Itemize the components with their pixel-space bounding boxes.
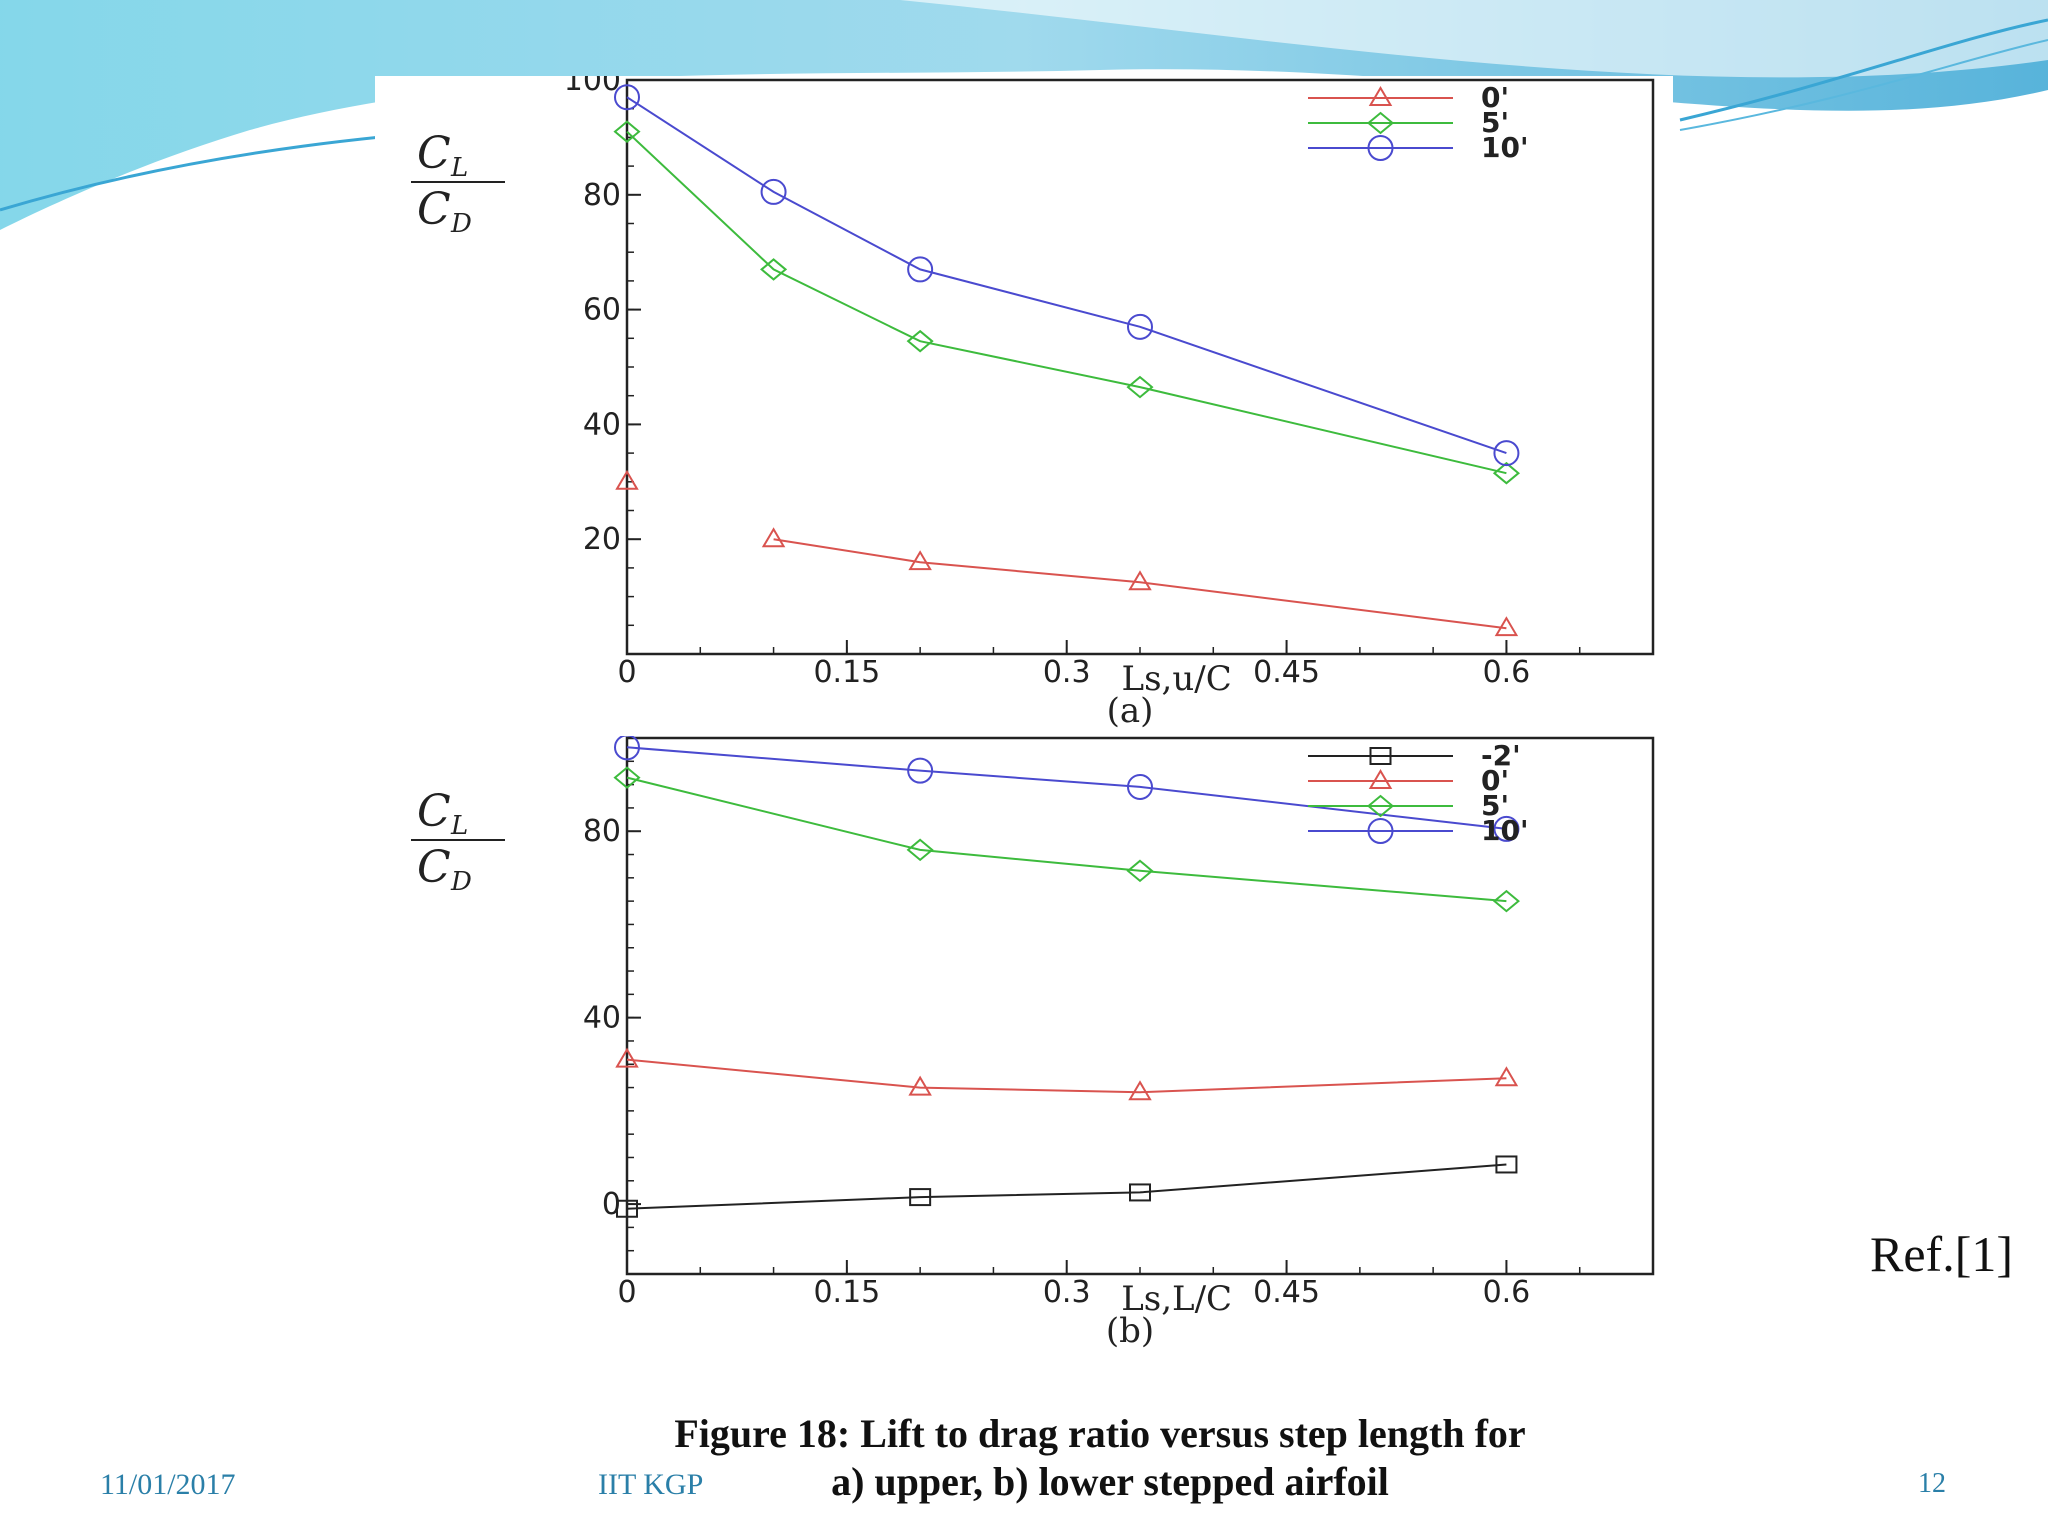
series-line: [626, 130, 1507, 475]
x-tick-label: 0: [617, 655, 636, 690]
series-line: [626, 1163, 1507, 1210]
y-tick-label: 40: [583, 407, 621, 442]
x-tick-label: 0.15: [813, 655, 880, 690]
x-tick-label: 0.3: [1043, 1275, 1091, 1310]
x-axis-label: Ls,L/C: [1121, 1279, 1232, 1319]
x-tick-label: 0.6: [1483, 655, 1531, 690]
data-point-marker: [908, 1075, 932, 1096]
data-point-marker: [907, 757, 934, 784]
legend-entry: 0': [1481, 764, 1509, 797]
legend-swatch-marker: [1368, 769, 1393, 789]
series-line: [626, 96, 1507, 455]
series-line: [626, 1058, 1507, 1094]
data-point-marker: [1494, 616, 1519, 637]
chart-upper-step: 0 0.15 0.3 0.45 0.6 20 40 60 80 100 0'5'10' Ls,u/C(…: [411, 76, 1655, 731]
figure-caption-line2: a) upper, b) lower stepped airfoil: [831, 1459, 1389, 1504]
data-point-marker: [760, 178, 787, 205]
legend-swatch-marker: [1369, 747, 1392, 765]
data-point-marker: [1127, 773, 1153, 800]
header-wave-banner: [0, 0, 2048, 230]
data-point-marker: [1492, 461, 1520, 485]
footer-date: 11/01/2017: [100, 1468, 236, 1501]
ylabel-cl-sub-0: L: [450, 153, 468, 183]
data-point-marker: [1492, 889, 1520, 913]
legend-swatch-marker: [1368, 86, 1393, 106]
ylabel-cd-sub-0: D: [450, 209, 472, 239]
x-axis-label: Ls,u/C: [1122, 659, 1232, 699]
data-point-marker: [906, 838, 934, 862]
ylabel-cd-1: C: [417, 842, 451, 893]
legend-swatch-marker: [1367, 135, 1394, 161]
data-point-marker: [615, 469, 639, 490]
series-line: [626, 776, 1507, 903]
data-point-marker: [616, 1199, 638, 1218]
data-point-marker: [1493, 440, 1520, 467]
data-point-marker: [613, 766, 641, 789]
data-point-marker: [908, 550, 932, 571]
legend-entry: -2': [1481, 739, 1521, 772]
data-point-marker: [1126, 375, 1154, 399]
x-tick-label: 0.6: [1483, 1275, 1531, 1310]
legend-entry: 10': [1481, 131, 1529, 164]
slide-number: 12: [1918, 1468, 1946, 1499]
y-tick-label: 40: [583, 1001, 621, 1036]
data-point-marker: [1494, 1066, 1519, 1087]
y-tick-label: 20: [583, 522, 621, 557]
x-tick-label: 0.3: [1043, 655, 1091, 690]
data-point-marker: [1127, 313, 1153, 340]
chart-lower-step: 0 0.15 0.3 0.45 0.604080-2'0'5'10'Ls,L/C(b)C…: [411, 736, 1655, 1351]
data-point-marker: [614, 736, 640, 761]
panel-label: (a): [1107, 691, 1154, 731]
legend-entry: 0': [1481, 81, 1509, 114]
data-point-marker: [614, 84, 640, 111]
ylabel-cl-0: C: [417, 128, 451, 179]
data-point-marker: [909, 1188, 932, 1207]
reference-label: Ref.[1]: [1870, 1226, 2013, 1282]
legend-swatch-marker: [1366, 794, 1395, 818]
plot-frame: [625, 78, 1655, 656]
ylabel-cd-0: C: [417, 184, 451, 235]
x-tick-label: 0.45: [1253, 655, 1320, 690]
y-tick-label: 60: [583, 293, 621, 328]
ylabel-cl-1: C: [417, 786, 451, 837]
footer-organization: IIT KGP: [598, 1468, 704, 1501]
data-point-marker: [613, 120, 641, 143]
legend-swatch-marker: [1366, 111, 1395, 135]
legend-entry: 5': [1481, 106, 1509, 139]
data-point-marker: [761, 527, 786, 548]
x-tick-label: 0: [617, 1275, 636, 1310]
data-point-marker: [1128, 570, 1152, 591]
y-tick-label: 100: [564, 76, 621, 98]
y-tick-label: 80: [583, 814, 621, 849]
x-tick-label: 0.45: [1253, 1275, 1320, 1310]
ylabel-cl-sub-1: L: [450, 811, 468, 841]
legend-entry: 5': [1481, 789, 1509, 822]
panel-label: (b): [1106, 1311, 1154, 1351]
series-line: [773, 538, 1507, 630]
figure-panel: 0 0.15 0.3 0.45 0.6 20 40 60 80 100 0' 5' 10' Ls,u/C(…: [375, 76, 1673, 1400]
data-point-marker: [760, 258, 788, 281]
data-point-marker: [1126, 859, 1154, 883]
figure-caption-line1: Figure 18: Lift to drag ratio versus ste…: [674, 1411, 1526, 1456]
data-point-marker: [1129, 1183, 1151, 1202]
legend-swatch-marker: [1367, 818, 1394, 844]
ylabel-cd-sub-1: D: [450, 867, 472, 897]
x-tick-label: 0.15: [813, 1275, 880, 1310]
series-line: [626, 746, 1507, 830]
data-point-marker: [1493, 815, 1520, 842]
legend-entry: 10': [1481, 814, 1529, 847]
data-point-marker: [1128, 1080, 1152, 1101]
data-point-marker: [906, 329, 934, 353]
data-point-marker: [907, 256, 934, 283]
y-tick-label: 80: [583, 178, 621, 213]
data-point-marker: [615, 1047, 639, 1068]
data-point-marker: [1495, 1155, 1518, 1174]
